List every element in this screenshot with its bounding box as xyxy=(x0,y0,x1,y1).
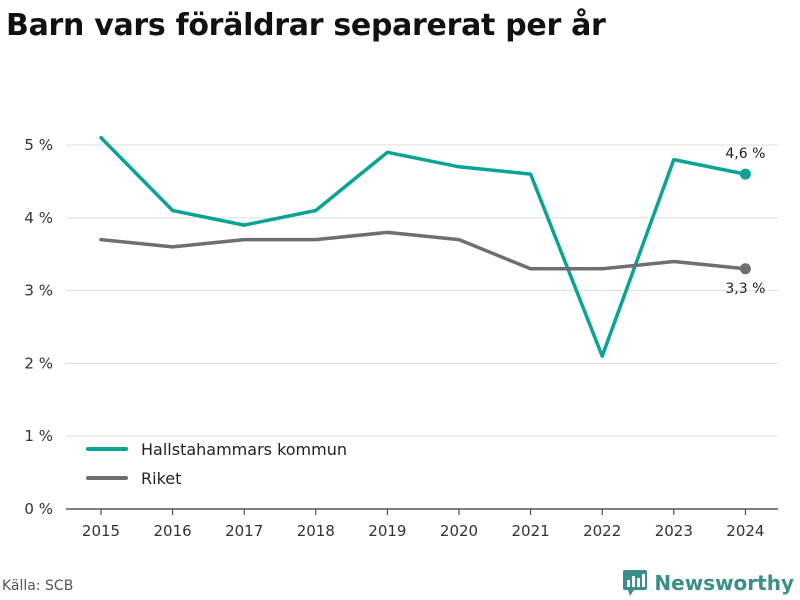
newsworthy-logo-icon xyxy=(623,570,648,596)
chart-title: Barn vars föräldrar separerat per år xyxy=(6,8,606,43)
legend-label: Hallstahammars kommun xyxy=(141,440,347,459)
y-tick-label: 1 % xyxy=(24,427,53,445)
y-tick-label: 4 % xyxy=(24,209,53,227)
x-tick-label: 2018 xyxy=(297,522,335,540)
x-tick-label: 2016 xyxy=(154,522,192,540)
series-end-point xyxy=(739,263,751,275)
x-tick-label: 2015 xyxy=(82,522,120,540)
series-end-point xyxy=(739,168,751,180)
x-tick-label: 2023 xyxy=(655,522,693,540)
y-tick-label: 2 % xyxy=(24,354,53,372)
x-tick-label: 2022 xyxy=(583,522,621,540)
brand-name: Newsworthy xyxy=(654,571,794,595)
brand-logo[interactable]: Newsworthy xyxy=(622,569,794,597)
x-tick-label: 2021 xyxy=(512,522,550,540)
series-end-label: 3,3 % xyxy=(725,281,765,297)
source-note: Källa: SCB xyxy=(2,578,74,594)
x-tick-label: 2017 xyxy=(225,522,263,540)
series-line xyxy=(99,135,748,358)
y-tick-label: 3 % xyxy=(24,282,53,300)
x-tick-label: 2020 xyxy=(440,522,478,540)
series-end-label: 4,6 % xyxy=(725,146,765,162)
y-tick-label: 0 % xyxy=(24,500,53,518)
x-tick-label: 2024 xyxy=(726,522,764,540)
legend-label: Riket xyxy=(141,469,181,488)
x-tick-label: 2019 xyxy=(368,522,406,540)
series-line xyxy=(99,230,748,271)
y-tick-label: 5 % xyxy=(24,136,53,154)
